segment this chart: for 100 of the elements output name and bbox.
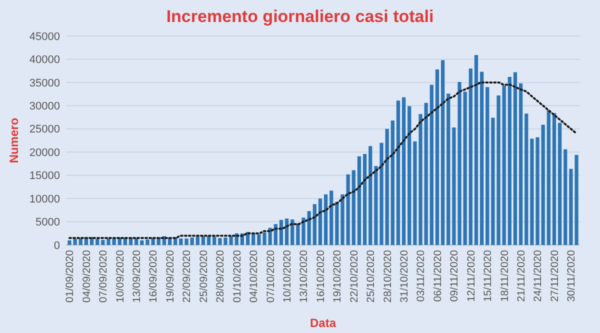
x-tick-label: 19/10/2020 [332,250,344,303]
bar [262,232,266,245]
x-tick-label: 13/10/2020 [298,250,310,303]
y-tick-label: 0 [54,240,60,252]
y-tick-label: 30000 [29,100,60,113]
bar [446,94,450,245]
bar [508,76,512,245]
bar [302,218,306,245]
bar [330,190,334,245]
bar [279,220,284,245]
x-tick-label: 06/11/2020 [432,250,444,302]
y-tick-label: 35000 [29,77,60,90]
x-tick-label: 28/10/2020 [382,250,394,303]
bar [564,149,568,245]
bar [486,87,490,245]
y-axis-title: Numero [7,118,21,164]
bar [374,166,378,245]
x-tick-label: 19/09/2020 [164,250,176,303]
bar [224,238,228,245]
chart-title: Incremento giornaliero casi totali [166,7,434,26]
bar [218,238,222,245]
bar [546,110,550,245]
bar [274,224,278,245]
x-tick-label: 21/11/2020 [515,250,528,302]
line-series [68,81,578,240]
bar [474,55,478,245]
y-tick-label: 25000 [29,124,60,136]
y-tick-label: 15000 [29,170,60,182]
bar [402,97,406,245]
bar [552,113,556,245]
bar [140,240,144,245]
x-tick-label: 12/11/2020 [465,250,478,302]
x-tick-label: 03/11/2020 [415,250,428,302]
bar [463,92,467,245]
bar [390,120,394,245]
x-tick-label: 25/09/2020 [198,250,210,303]
bar [206,236,211,245]
bar [362,154,367,245]
bar [352,170,356,245]
bar [318,198,322,245]
bar [179,238,183,245]
bar [184,238,188,245]
x-tick-label: 28/09/2020 [214,250,227,303]
x-tick-label: 07/09/2020 [98,250,110,303]
x-tick-label: 25/10/2020 [365,250,378,303]
x-axis-title: Data [310,316,336,330]
bar [368,146,372,245]
bar [541,124,545,245]
x-tick-label: 27/11/2020 [548,250,561,302]
x-tick-label: 22/10/2020 [348,250,360,303]
bar [385,128,389,245]
bar [524,114,528,245]
bar [190,238,194,245]
x-tick-label: 15/11/2020 [482,250,494,302]
bar [502,86,506,245]
x-tick-label: 22/09/2020 [181,250,194,303]
bar [408,106,412,245]
x-tick-label: 18/11/2020 [498,250,511,302]
x-tick-label: 10/10/2020 [281,250,294,303]
x-tick-label: 31/10/2020 [398,250,410,303]
bar [380,142,384,245]
bar [558,122,562,245]
x-tick-label: 16/10/2020 [314,250,327,303]
x-tick-label: 01/09/2020 [64,250,76,303]
bar [296,224,300,245]
y-tick-label: 10000 [29,193,60,206]
y-tick-label: 45000 [29,30,60,43]
x-tick-label: 24/11/2020 [532,250,544,302]
bar [452,127,456,245]
x-tick-label: 09/11/2020 [448,250,461,302]
bar [518,83,523,245]
bar [346,174,350,245]
bar [335,202,339,245]
y-tick-label: 5000 [36,216,60,229]
x-tick-label: 16/09/2020 [148,250,160,303]
bar [480,72,484,245]
bar [101,240,105,245]
bar [284,218,289,245]
bar [396,100,400,245]
x-tick-label: 13/09/2020 [131,250,144,303]
x-tick-label: 10/09/2020 [114,250,126,303]
y-tick-label: 20000 [29,146,60,159]
x-tick-label: 30/11/2020 [566,250,578,302]
x-tick-label: 01/10/2020 [231,250,244,303]
x-tick-label: 07/10/2020 [264,250,277,303]
bar [290,219,294,245]
bar [458,82,462,245]
bar [340,194,344,245]
bar [212,236,216,245]
bar [513,72,518,245]
bar [229,236,233,245]
bar [440,60,445,245]
bar [468,68,472,245]
x-tick-label: 04/09/2020 [80,250,93,303]
bar [312,204,316,245]
x-tick-label: 04/10/2020 [248,250,260,303]
bar [413,141,417,245]
bar [324,194,328,245]
bar [418,114,422,245]
y-tick-label: 40000 [29,54,60,66]
